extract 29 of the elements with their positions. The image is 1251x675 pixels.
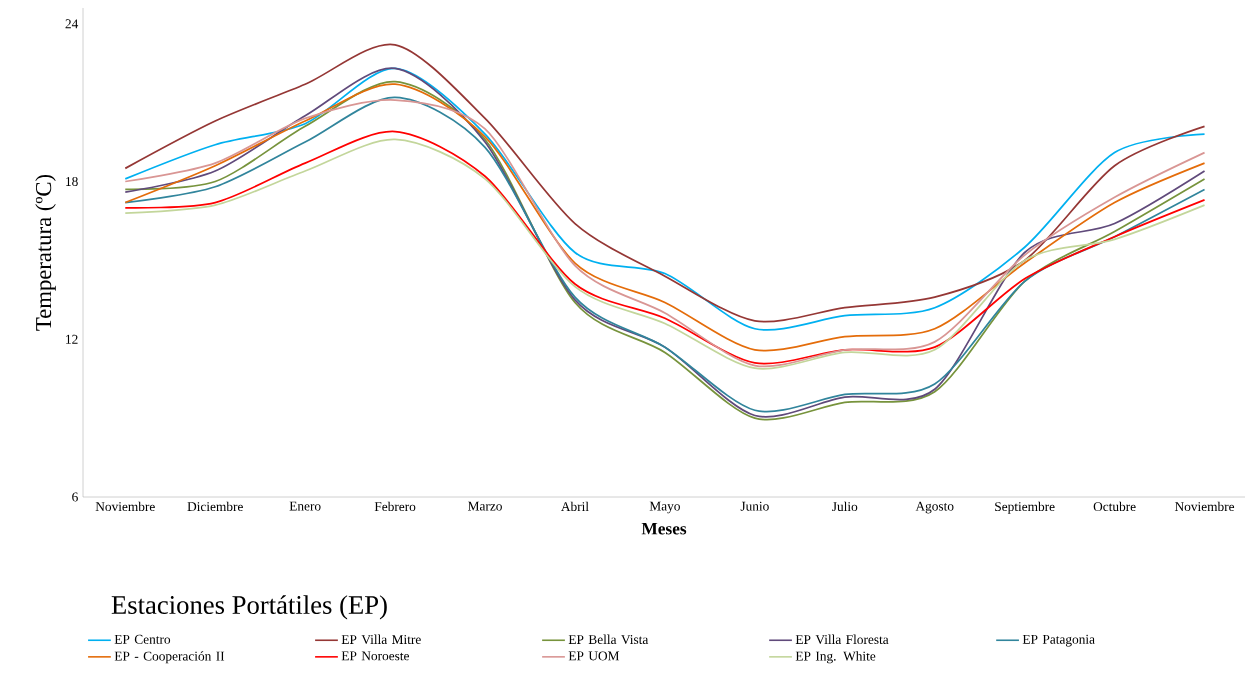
- legend-label: EP Centro: [114, 634, 171, 644]
- x-tick-label: Junio: [740, 501, 769, 511]
- x-tick-label: Septiembre: [995, 501, 1055, 514]
- x-tick-label: Enero: [289, 501, 321, 511]
- x-tick-label: Mayo: [649, 501, 680, 514]
- x-tick-label: Octubre: [1093, 501, 1136, 512]
- legend-label: EP Patagonia: [1022, 634, 1095, 647]
- x-tick-label: Agosto: [915, 501, 954, 514]
- y-tick-label: 12: [66, 334, 78, 344]
- x-tick-label: Diciembre: [187, 501, 243, 512]
- legend-label: EP - Cooperación II: [114, 651, 225, 664]
- x-tick-label: Noviembre: [1174, 501, 1235, 512]
- x-tick-label: Abril: [561, 501, 589, 512]
- y-tick-label: 18: [66, 177, 78, 187]
- legend-title: Estaciones Portátiles (EP): [111, 595, 387, 620]
- legend-label: EP Ing. White: [795, 651, 876, 664]
- x-tick-label: Noviembre: [95, 501, 155, 512]
- x-tick-label: Febrero: [374, 501, 416, 512]
- x-axis-title: Meses: [641, 522, 687, 535]
- legend-label: EP UOM: [568, 651, 620, 661]
- y-tick-label: 24: [65, 19, 79, 29]
- legend-label: EP Noroeste: [341, 651, 409, 661]
- legend-label: EP Villa Floresta: [795, 634, 889, 645]
- y-axis-title: Temperatura (ºC): [35, 174, 56, 331]
- legend-label: EP Bella Vista: [568, 634, 649, 645]
- legend-label: EP Villa Mitre: [341, 634, 421, 645]
- x-tick-label: Julio: [832, 501, 858, 512]
- x-tick-label: Marzo: [468, 501, 502, 511]
- y-tick-label: 6: [72, 492, 78, 502]
